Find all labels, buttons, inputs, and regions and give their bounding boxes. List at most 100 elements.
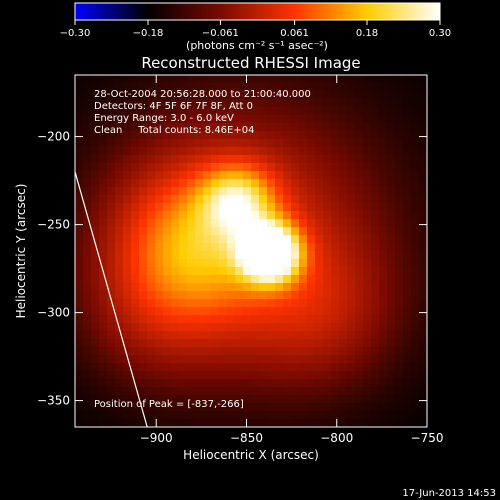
heatmap-cell — [123, 411, 132, 420]
annotation-clean-counts: Clean Total counts: 8.46E+04 — [94, 125, 254, 136]
heatmap-cell — [299, 187, 308, 196]
heatmap-cell — [395, 99, 404, 108]
heatmap-cell — [395, 403, 404, 412]
heatmap-cell — [203, 195, 212, 204]
heatmap-cell — [123, 243, 132, 252]
heatmap-cell — [227, 339, 236, 348]
heatmap-cell — [355, 155, 364, 164]
heatmap-cell — [171, 147, 180, 156]
heatmap-cell — [403, 83, 412, 92]
heatmap-cell — [355, 379, 364, 388]
heatmap-cell — [363, 75, 372, 84]
heatmap-cell — [203, 187, 212, 196]
heatmap-cell — [323, 299, 332, 308]
heatmap-cell — [219, 123, 228, 132]
heatmap-cell — [323, 395, 332, 404]
heatmap-cell — [275, 139, 284, 148]
heatmap-cell — [147, 243, 156, 252]
heatmap-cell — [299, 195, 308, 204]
heatmap-cell — [187, 307, 196, 316]
heatmap-cell — [331, 251, 340, 260]
heatmap-cell — [347, 291, 356, 300]
heatmap-cell — [147, 291, 156, 300]
heatmap-cell — [251, 299, 260, 308]
heatmap-cell — [379, 123, 388, 132]
heatmap-cell — [75, 203, 84, 212]
heatmap-cell — [123, 91, 132, 100]
heatmap-cell — [283, 371, 292, 380]
heatmap-cell — [227, 139, 236, 148]
heatmap-cell — [259, 363, 268, 372]
heatmap-cell — [155, 395, 164, 404]
annotation-energy-range: Energy Range: 3.0 - 6.0 keV — [94, 113, 234, 124]
heatmap-cell — [403, 395, 412, 404]
heatmap-cell — [211, 275, 220, 284]
heatmap-cell — [195, 227, 204, 236]
heatmap-cell — [123, 419, 132, 427]
heatmap-cell — [131, 267, 140, 276]
heatmap-cell — [155, 299, 164, 308]
heatmap-cell — [331, 347, 340, 356]
heatmap-cell — [411, 243, 420, 252]
heatmap-cell — [155, 259, 164, 268]
heatmap-cell — [131, 227, 140, 236]
heatmap-cell — [371, 251, 380, 260]
heatmap-cell — [147, 227, 156, 236]
heatmap-cell — [419, 187, 427, 196]
heatmap-cell — [363, 115, 372, 124]
heatmap-cell — [211, 283, 220, 292]
heatmap-cell — [123, 355, 132, 364]
heatmap-cell — [403, 323, 412, 332]
heatmap-cell — [163, 267, 172, 276]
heatmap-cell — [395, 235, 404, 244]
heatmap-cell — [403, 107, 412, 116]
heatmap-cell — [331, 139, 340, 148]
heatmap-cell — [219, 299, 228, 308]
heatmap-cell — [259, 371, 268, 380]
heatmap-cell — [411, 315, 420, 324]
heatmap-cell — [187, 131, 196, 140]
heatmap-cell — [283, 99, 292, 108]
heatmap-cell — [115, 155, 124, 164]
heatmap-cell — [243, 99, 252, 108]
heatmap-cell — [267, 379, 276, 388]
heatmap-cell — [227, 195, 236, 204]
heatmap-cell — [211, 251, 220, 260]
heatmap-cell — [131, 403, 140, 412]
heatmap-cell — [99, 99, 108, 108]
colorbar-units: (photons cm⁻² s⁻¹ asec⁻²) — [186, 39, 328, 52]
heatmap-cell — [235, 147, 244, 156]
heatmap-cell — [91, 211, 100, 220]
heatmap-cell — [99, 291, 108, 300]
heatmap-cell — [307, 355, 316, 364]
heatmap-cell — [315, 275, 324, 284]
heatmap-cell — [251, 291, 260, 300]
heatmap-cell — [251, 371, 260, 380]
heatmap-cell — [291, 227, 300, 236]
heatmap-cell — [259, 275, 268, 284]
heatmap-cell — [195, 355, 204, 364]
heatmap-cell — [403, 339, 412, 348]
heatmap-cell — [243, 171, 252, 180]
heatmap-cell — [411, 107, 420, 116]
heatmap-cell — [347, 235, 356, 244]
heatmap-cell — [411, 355, 420, 364]
heatmap-cell — [187, 355, 196, 364]
heatmap-cell — [179, 411, 188, 420]
heatmap-cell — [331, 219, 340, 228]
heatmap-cell — [355, 403, 364, 412]
heatmap-cell — [155, 339, 164, 348]
heatmap-cell — [411, 307, 420, 316]
heatmap-cell — [227, 131, 236, 140]
heatmap-cell — [395, 91, 404, 100]
heatmap-cell — [371, 339, 380, 348]
heatmap-cell — [83, 387, 92, 396]
heatmap-cell — [355, 139, 364, 148]
heatmap-cell — [179, 379, 188, 388]
heatmap-cell — [347, 123, 356, 132]
heatmap-cell — [91, 163, 100, 172]
heatmap-cell — [387, 163, 396, 172]
heatmap-cell — [331, 291, 340, 300]
heatmap-cell — [379, 315, 388, 324]
heatmap-cell — [323, 251, 332, 260]
